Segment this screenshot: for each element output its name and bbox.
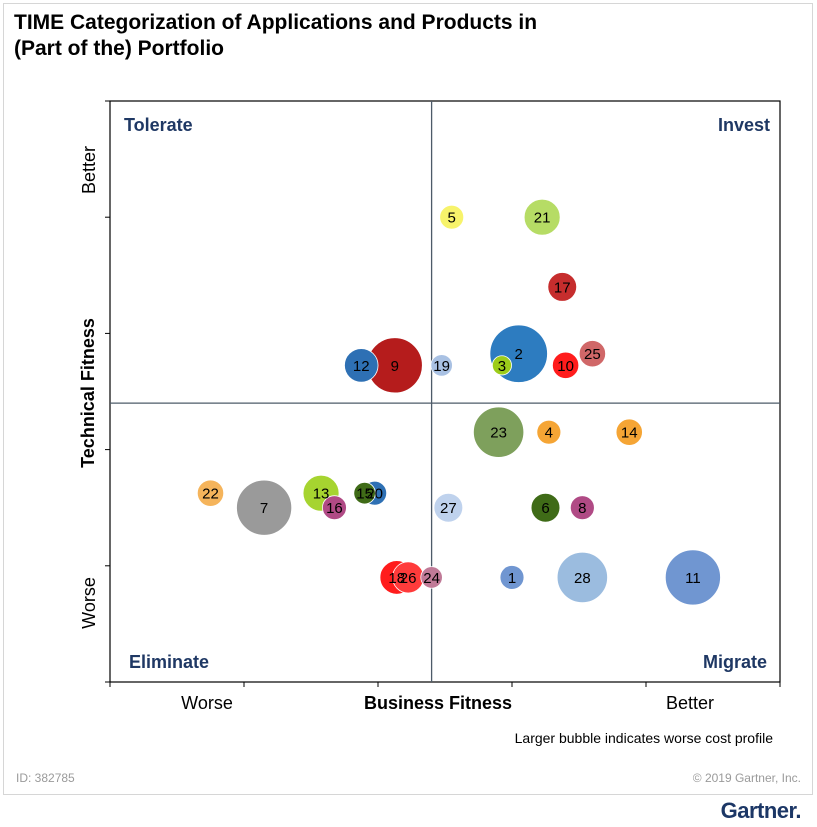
- bubble-8: [569, 495, 595, 521]
- bubble-label-27: 27: [440, 500, 457, 517]
- chart-title-line-1: TIME Categorization of Applications and …: [14, 11, 538, 34]
- bubble-17: [547, 272, 578, 302]
- bubble-label-20: 20: [366, 486, 383, 503]
- figure-frame: [3, 3, 813, 795]
- bubble-19: [430, 354, 453, 377]
- bubble-label-16: 16: [326, 500, 343, 517]
- bubble-11: [664, 549, 721, 606]
- bubble-label-5: 5: [448, 210, 456, 227]
- bubble-16: [322, 495, 347, 521]
- y-tick-label-worse: Worse: [79, 577, 99, 629]
- bubble-14: [615, 418, 643, 446]
- chart-title: TIME Categorization of Applications and …: [14, 10, 714, 62]
- bubble-label-18: 18: [388, 570, 405, 587]
- bubble-22: [196, 479, 225, 507]
- bubble-label-6: 6: [541, 500, 549, 517]
- bubble-4: [536, 419, 562, 445]
- bubble-label-13: 13: [313, 486, 330, 503]
- bubble-5: [439, 204, 465, 230]
- bubble-label-3: 3: [498, 358, 506, 375]
- bubble-label-1: 1: [508, 570, 516, 587]
- bubble-25: [578, 340, 607, 368]
- y-tick-label-better: Better: [79, 146, 99, 194]
- bubble-label-19: 19: [433, 358, 450, 375]
- bubble-24: [420, 566, 443, 589]
- bubble-23: [472, 406, 525, 458]
- gartner-logo: Gartner.: [720, 798, 802, 823]
- x-axis-title: Business Fitness: [364, 693, 512, 713]
- chart-title-line-2: (Part of the) Portfolio: [14, 37, 224, 60]
- bubble-label-10: 10: [557, 358, 574, 375]
- bubble-6: [530, 492, 561, 523]
- bubble-7: [236, 479, 293, 536]
- bubble-label-25: 25: [584, 346, 601, 363]
- quadrant-label-migrate: Migrate: [703, 652, 767, 672]
- bubble-label-22: 22: [202, 486, 219, 503]
- bubble-label-2: 2: [515, 346, 523, 363]
- bubble-label-23: 23: [490, 425, 507, 442]
- bubble-label-28: 28: [574, 570, 591, 587]
- bubble-label-17: 17: [554, 279, 571, 296]
- bubble-10: [551, 351, 580, 379]
- bubble-label-8: 8: [578, 500, 586, 517]
- bubble-label-12: 12: [353, 358, 370, 375]
- bubble-label-26: 26: [400, 570, 417, 587]
- bubble-28: [556, 551, 608, 604]
- y-axis-ticks: [105, 100, 110, 683]
- bubble-1: [499, 565, 525, 590]
- bubble-label-14: 14: [621, 425, 638, 442]
- bubble-label-7: 7: [260, 500, 268, 517]
- bubble-label-24: 24: [423, 570, 440, 587]
- bubble-15: [353, 481, 376, 505]
- quadrant-label-invest: Invest: [718, 115, 770, 135]
- quadrant-label-tolerate: Tolerate: [124, 115, 193, 135]
- x-axis-ticks: [109, 682, 781, 687]
- bubble-27: [433, 492, 464, 523]
- bubble-12: [344, 348, 379, 383]
- bubble-label-9: 9: [391, 358, 399, 375]
- quadrant-label-eliminate: Eliminate: [129, 652, 209, 672]
- bubble-label-11: 11: [685, 570, 701, 587]
- x-tick-label-better: Better: [666, 693, 714, 713]
- bubble-size-footnote: Larger bubble indicates worse cost profi…: [514, 730, 773, 746]
- x-tick-label-worse: Worse: [181, 693, 233, 713]
- bubble-label-15: 15: [356, 486, 373, 503]
- bubble-3: [491, 355, 512, 376]
- copyright-notice: © 2019 Gartner, Inc.: [692, 771, 801, 785]
- bubble-label-21: 21: [534, 210, 551, 227]
- document-id: ID: 382785: [16, 771, 75, 785]
- y-axis-title: Technical Fitness: [78, 318, 98, 468]
- bubble-21: [523, 198, 561, 236]
- bubble-label-4: 4: [545, 425, 553, 442]
